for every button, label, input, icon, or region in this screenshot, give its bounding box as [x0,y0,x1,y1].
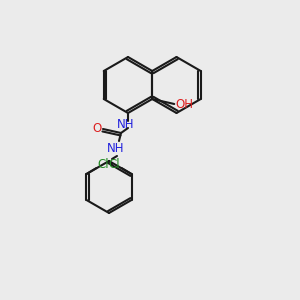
Text: NH: NH [107,142,125,155]
Text: Cl: Cl [98,158,109,170]
Text: OH: OH [175,98,193,112]
Text: Cl: Cl [109,158,120,170]
Text: O: O [92,122,102,136]
Text: NH: NH [117,118,135,131]
